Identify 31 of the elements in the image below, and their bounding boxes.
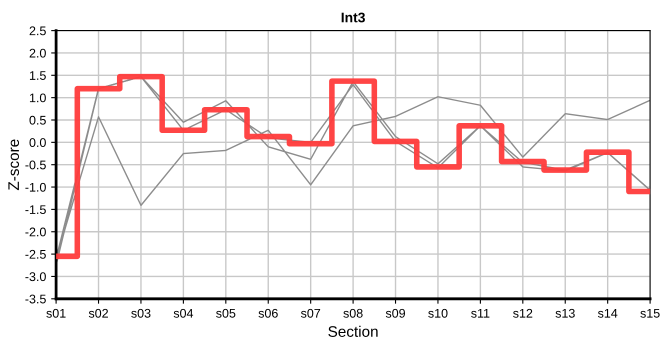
- x-tick-label: s01: [46, 308, 66, 318]
- x-tick-label: s10: [428, 308, 448, 318]
- x-tick-label: s15: [640, 308, 660, 318]
- y-tick-label: 1.0: [30, 93, 46, 102]
- y-tick-label: -1.0: [25, 182, 46, 192]
- y-tick-label: 1.5: [30, 71, 46, 80]
- x-tick-label: s08: [343, 308, 363, 318]
- x-tick-label: s02: [88, 308, 108, 318]
- x-tick-label: s04: [174, 308, 194, 318]
- y-tick-label: -2.5: [25, 250, 46, 259]
- y-tick-label: -0.5: [25, 160, 46, 170]
- x-tick-label: s14: [598, 308, 618, 318]
- y-tick-label: -3.5: [25, 294, 46, 304]
- y-axis-title: Z-score: [8, 139, 20, 190]
- y-tick-label: -1.5: [25, 205, 46, 214]
- x-tick-label: s09: [386, 308, 406, 318]
- x-axis-title: Section: [328, 326, 378, 337]
- x-tick-label: s13: [556, 308, 575, 318]
- chart-title: Int3: [342, 12, 365, 22]
- x-tick-label: s05: [216, 308, 236, 318]
- y-tick-label: 2.5: [30, 26, 46, 36]
- y-tick-label: 0.0: [29, 138, 46, 147]
- x-tick-label: s07: [300, 308, 320, 318]
- y-tick-label: 2.0: [30, 48, 46, 58]
- x-tick-label: s03: [131, 308, 150, 318]
- y-tick-label: -3.0: [25, 272, 46, 282]
- x-tick-label: s12: [513, 308, 532, 318]
- y-tick-label: -2.0: [25, 228, 46, 236]
- y-tick-label: 0.5: [29, 116, 46, 125]
- x-tick-label: s06: [258, 308, 278, 318]
- x-tick-label: s11: [471, 308, 490, 318]
